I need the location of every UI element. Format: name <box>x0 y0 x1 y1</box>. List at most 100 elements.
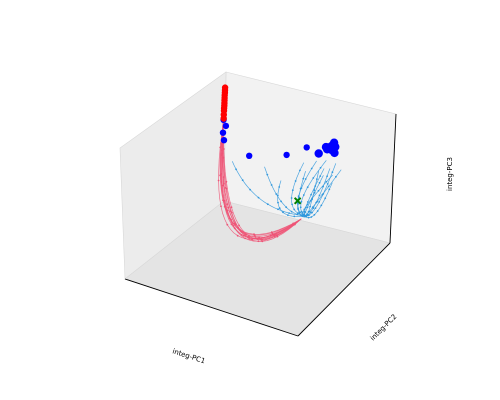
trajectory-point <box>316 200 318 203</box>
trajectory-point <box>293 223 296 226</box>
trajectory-point <box>275 234 278 237</box>
trajectory-point <box>318 194 321 197</box>
trajectory-point <box>222 156 225 159</box>
trajectory-point <box>282 211 284 214</box>
blue-marker <box>220 137 228 144</box>
trajectory-point <box>222 199 224 202</box>
trajectory-point <box>287 214 289 217</box>
trajectory-point <box>302 194 305 196</box>
trajectory-point <box>310 193 312 196</box>
trajectory-point <box>297 208 300 211</box>
trajectory-point <box>226 203 229 206</box>
trajectory-point <box>331 171 334 174</box>
trajectory-point <box>308 210 311 213</box>
trajectory-point <box>324 197 327 200</box>
z-axis-line <box>389 113 397 244</box>
trajectory-point <box>313 191 316 194</box>
x-axis-label: integ-PC1 <box>171 347 206 365</box>
trajectory-point <box>266 173 269 176</box>
trajectory-point <box>290 210 293 213</box>
trajectory-point <box>249 188 252 191</box>
blue-marker <box>321 142 331 152</box>
trajectory-point <box>313 213 316 216</box>
trajectory-point <box>225 208 228 211</box>
trajectory-point <box>285 206 288 209</box>
trajectory-point <box>300 200 303 203</box>
trajectory-point <box>317 189 320 192</box>
trajectory-point <box>312 177 315 179</box>
trajectory-point <box>277 201 279 204</box>
trajectory-point <box>307 201 309 203</box>
trajectory-point <box>311 206 314 209</box>
trajectory-point <box>224 187 227 189</box>
trajectory-point <box>306 206 309 209</box>
trajectory-point <box>291 203 293 206</box>
trajectory-point <box>316 210 319 212</box>
trajectory-point <box>305 215 307 218</box>
trajectory-point <box>258 236 260 239</box>
trajectory-point <box>320 204 323 207</box>
trajectory-point <box>257 240 260 243</box>
trajectory-point <box>299 187 302 190</box>
trajectory-point <box>278 207 281 210</box>
trajectory-point <box>293 208 296 211</box>
trajectory-point <box>304 178 307 180</box>
trajectory-point <box>278 186 281 188</box>
blue-marker <box>222 122 230 130</box>
trajectory-point <box>297 203 299 205</box>
trajectory-point <box>311 211 313 214</box>
trajectory-point <box>327 185 330 188</box>
z-axis-label: integ-PC3 <box>446 157 454 191</box>
trajectory-point <box>322 192 325 195</box>
trajectory-point <box>236 234 239 237</box>
trajectory-point <box>291 189 294 192</box>
trajectory-point <box>318 181 321 184</box>
trajectory-point <box>319 175 322 178</box>
trajectory-point <box>247 235 250 238</box>
blue-marker <box>329 138 339 147</box>
trajectory-point <box>306 186 309 189</box>
trajectory-point <box>303 208 306 211</box>
trajectory-point <box>254 235 256 238</box>
trajectory-point <box>302 177 305 180</box>
trajectory-point <box>309 199 312 202</box>
trajectory-point <box>233 222 236 225</box>
trajectory-point <box>314 207 317 210</box>
y-axis-label: integ-PC2 <box>369 313 399 343</box>
trajectory-point <box>220 205 222 208</box>
trajectory-point <box>318 201 321 203</box>
trajectory-point <box>290 197 293 199</box>
trajectory-point <box>219 174 222 177</box>
trajectory-point <box>294 180 297 182</box>
trajectory-point <box>244 237 247 240</box>
trajectory-point <box>270 231 273 234</box>
trajectory-layer <box>217 113 342 243</box>
trajectory-point <box>297 212 299 215</box>
trajectory-point <box>253 233 255 236</box>
trajectory-point <box>335 175 337 178</box>
green-x-marker <box>293 197 302 205</box>
trajectory-point <box>306 213 308 216</box>
trajectory-point <box>288 212 290 215</box>
trajectory-point <box>220 143 222 145</box>
trajectory-point <box>275 193 278 195</box>
trajectory-point <box>237 226 240 229</box>
trajectory-point <box>300 210 303 213</box>
trajectory-point <box>221 184 224 187</box>
trajectory-point <box>307 216 310 219</box>
trajectory-point <box>293 215 296 218</box>
blue-marker <box>219 129 227 136</box>
trajectory-point <box>310 216 313 218</box>
marker-layer <box>219 84 340 205</box>
blue-marker <box>246 152 253 159</box>
red-marker <box>220 115 227 122</box>
trajectory-point <box>319 166 322 169</box>
trajectory-point <box>304 211 307 214</box>
trajectory-point <box>225 180 228 183</box>
trajectory-point <box>313 189 316 192</box>
trajectory-point <box>299 169 301 172</box>
trajectory-point <box>277 208 279 211</box>
trajectory-point <box>306 203 309 206</box>
trajectory-point <box>229 210 232 213</box>
trajectory-point <box>248 238 251 240</box>
